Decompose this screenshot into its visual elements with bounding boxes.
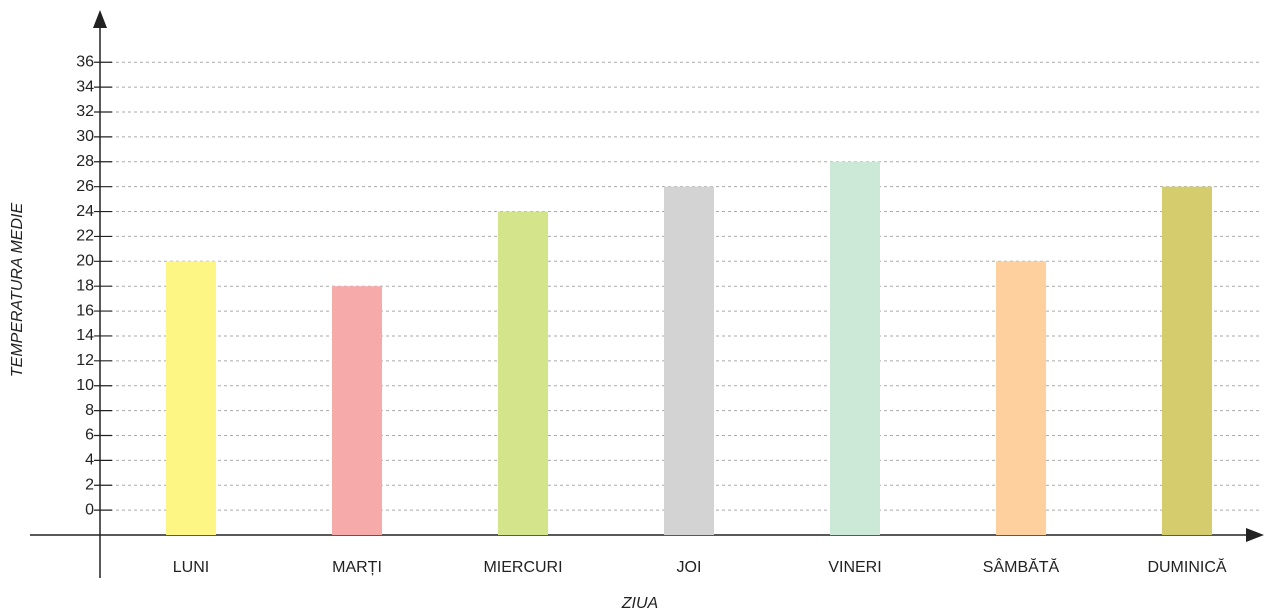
y-tick-label: 30	[76, 128, 94, 145]
bar	[332, 286, 382, 535]
y-tick-label: 10	[76, 377, 94, 394]
y-tick-label: 18	[76, 277, 94, 294]
x-tick-label: DUMINICĂ	[1147, 557, 1226, 576]
y-axis-label: TEMPERATURA MEDIE	[9, 203, 26, 378]
y-tick-label: 32	[76, 103, 94, 120]
x-axis-arrow	[1246, 528, 1264, 542]
y-tick-label: 24	[76, 203, 94, 220]
x-tick-label: LUNI	[173, 559, 209, 576]
y-tick-label: 0	[85, 501, 94, 518]
y-tick-label: 2	[85, 476, 94, 493]
bar	[498, 211, 548, 536]
y-tick-label: 34	[76, 78, 94, 95]
x-tick-label: MIERCURI	[483, 559, 562, 576]
x-tick-label: JOI	[677, 559, 702, 576]
x-tick-label: MARȚI	[332, 559, 382, 576]
x-tick-label: VINERI	[828, 559, 881, 576]
y-tick-label: 20	[76, 253, 94, 270]
y-tick-label: 6	[85, 427, 94, 444]
y-tick-label: 28	[76, 153, 94, 170]
x-tick-label: SÂMBĂTĂ	[983, 557, 1060, 576]
y-axis-arrow	[93, 10, 107, 28]
bar	[664, 186, 714, 535]
y-tick-label: 12	[76, 352, 94, 369]
bar	[830, 161, 880, 536]
y-tick-label: 14	[76, 327, 94, 344]
x-axis-label: ZIUA	[621, 595, 658, 612]
y-tick-label: 36	[76, 53, 94, 70]
bar	[1162, 186, 1212, 535]
y-tick-label: 26	[76, 178, 94, 195]
y-tick-label: 8	[85, 402, 94, 419]
bar	[996, 261, 1046, 535]
bar	[166, 261, 216, 535]
y-tick-label: 22	[76, 228, 94, 245]
y-tick-label: 4	[85, 452, 94, 469]
y-tick-label: 16	[76, 302, 94, 319]
